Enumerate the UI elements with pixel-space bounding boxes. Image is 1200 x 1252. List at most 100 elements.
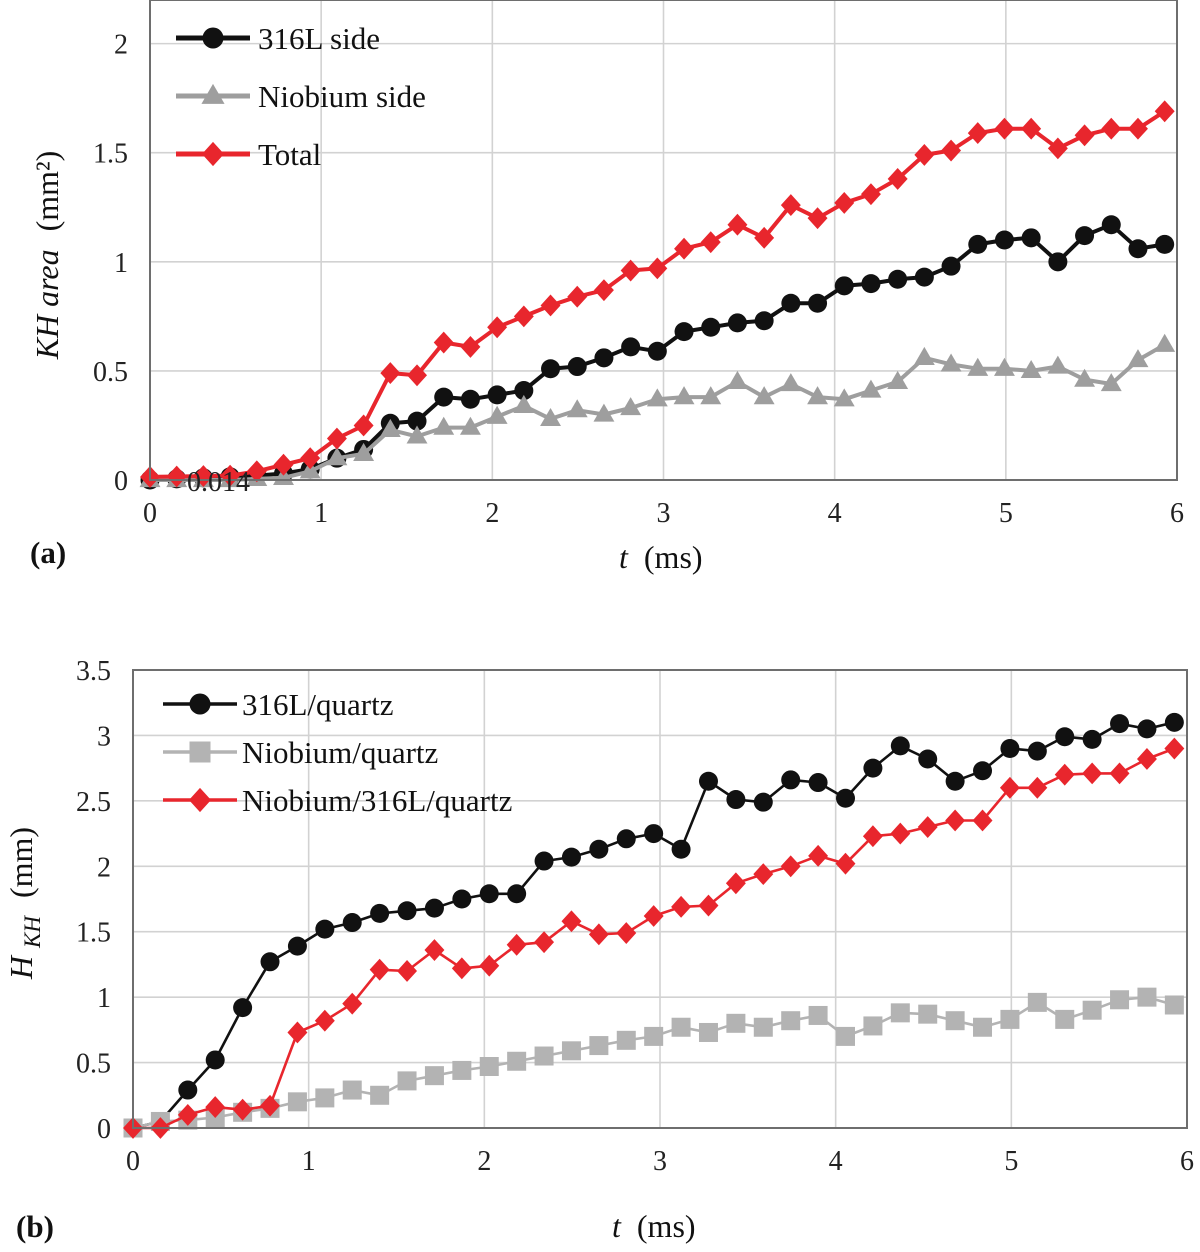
panel-b-x-ticks: 0 1 2 3 4 5 6 [126, 1146, 1194, 1177]
panel-b-series-316l-quartz [123, 712, 1184, 1138]
panel-a-y-tick-label: 2 [114, 30, 128, 61]
panel-a-niobium-side-point [1127, 349, 1149, 368]
panel-b-316l-quartz-point [507, 884, 527, 904]
panel-a-total-point [1021, 117, 1042, 140]
panel-a-niobium-side-point [726, 370, 748, 389]
panel-a-niobium-side-point [459, 416, 481, 435]
panel-a-total-point [620, 259, 641, 282]
panel-b-316l-quartz-point [589, 839, 609, 859]
panel-a-niobium-side-point [299, 460, 321, 479]
panel-b-y-tick-label: 0.5 [76, 1049, 111, 1080]
panel-b-niobium-316l-quartz-point [753, 863, 774, 886]
panel-a-316l-side-point [888, 269, 908, 289]
panel-a-niobium-side-point [620, 397, 642, 416]
panel-b-316l-quartz-point [1137, 719, 1157, 739]
panel-a-316l-side-point [968, 234, 988, 254]
panel-b-316l-quartz-point [452, 889, 472, 909]
panel-a-316l-side-point [914, 267, 934, 287]
panel-b-niobium-quartz-point [507, 1051, 527, 1071]
panel-b-niobium-316l-quartz-point [314, 1009, 335, 1032]
panel-b-legend-item-316l-quartz: 316L/quartz [163, 687, 394, 722]
panel-b-niobium-quartz-point [534, 1046, 554, 1066]
panel-a-series-316l-side [140, 215, 1175, 490]
panel-b-niobium-quartz-point [589, 1036, 609, 1056]
panel-b-niobium-quartz-point [342, 1080, 362, 1100]
panel-b-niobium-quartz-point [808, 1005, 828, 1025]
panel-a-niobium-side-point [1074, 368, 1096, 387]
panel-b-niobium-316l-quartz-point [698, 894, 719, 917]
panel-b-niobium-316l-quartz-point [862, 825, 883, 848]
panel-a-316l-side-point [621, 337, 641, 357]
panel-b-y-axis-title: H KH (mm) [3, 827, 47, 980]
panel-a-niobium-side-point [967, 357, 989, 376]
panel-a-niobium-side-point [646, 388, 668, 407]
panel-b-niobium-316l-quartz-point [808, 844, 829, 867]
panel-a-316l-side-point [1128, 239, 1148, 259]
panel-a-y-axis-label: KH area [29, 249, 65, 360]
panel-a-x-tick-label: 4 [828, 498, 842, 529]
panel-b-niobium-quartz-point [836, 1026, 856, 1046]
panel-a-niobium-side-point [353, 442, 375, 461]
panel-b-niobium-quartz-point [452, 1060, 472, 1080]
panel-a-niobium-side-point [1154, 333, 1176, 352]
panel-b-niobium-316l-quartz-point [260, 1094, 280, 1117]
panel-b-y-axis-symbol: H [3, 954, 39, 980]
panel-a-annotation: 0.014 [187, 467, 250, 498]
panel-a-316l-side-point [994, 230, 1014, 250]
panel-b-niobium-316l-quartz-point [945, 809, 966, 832]
panel-a-y-axis-unit: (mm²) [29, 151, 65, 232]
panel-b-316l-quartz-point [233, 998, 253, 1018]
panel-a-total-point [647, 257, 668, 280]
panel-a-y-tick-label: 0.5 [93, 357, 128, 388]
panel-b-niobium-quartz-point [945, 1011, 965, 1031]
panel-b-niobium-quartz-point [890, 1003, 910, 1023]
panel-b-316l-quartz-point [918, 749, 938, 769]
panel-b-316l-quartz-point [561, 847, 581, 867]
panel-b-niobium-316l-quartz-point [561, 910, 582, 933]
panel-a-total-point [407, 364, 427, 387]
panel-b-x-tick-label: 5 [1004, 1146, 1018, 1177]
panel-a-niobium-side-point [753, 386, 775, 405]
panel-a-total-point [513, 305, 534, 328]
panel-a-total-point [460, 335, 481, 358]
panel-b-niobium-316l-quartz-point [616, 922, 637, 944]
panel-a-niobium-side-point [1020, 359, 1042, 379]
panel-a-niobium-side-point [406, 425, 428, 444]
panel-a-legend-label-total: Total [258, 137, 321, 172]
panel-b-316l-quartz-point [1000, 739, 1020, 759]
panel-b-niobium-316l-quartz-point [1054, 763, 1075, 786]
panel-b-niobium-316l-quartz-point [1109, 762, 1130, 785]
panel-b-316l-quartz-point [671, 839, 691, 859]
panel-a-niobium-side-point [566, 399, 588, 418]
panel-b-316l-quartz-point [205, 1050, 225, 1070]
panel-a-316l-side-point [674, 322, 694, 342]
panel-a-total-point [273, 453, 294, 476]
panel-a-y-axis-title: KH area (mm²) [29, 151, 65, 361]
panel-b-x-tick-label: 3 [653, 1146, 667, 1177]
panel-b-niobium-316l-quartz-point [588, 923, 609, 946]
panel-a-niobium-side-point [860, 379, 882, 398]
panel-a-total-point [193, 465, 214, 487]
panel-b-316l-quartz-point [644, 824, 664, 844]
panel-b-y-tick-label: 2 [97, 852, 111, 883]
panel-a-y-ticks: 0 0.5 1 1.5 2 [93, 30, 128, 497]
panel-b-316l-quartz-point [726, 790, 746, 810]
panel-b-niobium-quartz-point [424, 1066, 444, 1086]
panel-a-legend-item-316l-side: 316L side [176, 21, 380, 56]
panel-b-x-axis-symbol: t [612, 1208, 622, 1244]
panel-a-total-point [914, 143, 935, 166]
panel-b-y-tick-label: 0 [97, 1114, 111, 1145]
panel-b-niobium-quartz-point [1082, 1000, 1102, 1020]
panel-b-x-tick-label: 1 [302, 1146, 316, 1177]
panel-a-316l-side-point [834, 276, 854, 296]
panel-a-x-axis-unit: (ms) [644, 539, 703, 575]
panel-a-legend-marker-niobium-side [201, 83, 225, 104]
panel-b-niobium-316l-quartz-point [671, 895, 692, 918]
panel-b-plot-frame [132, 669, 1188, 1129]
panel-b-niobium-quartz-point [1000, 1009, 1020, 1029]
panel-a-niobium-side-point [1047, 355, 1069, 374]
panel-b-niobium-316l-quartz-point [890, 822, 911, 845]
panel-a-316l-side-point [808, 293, 828, 313]
panel-b-niobium-316l-quartz-point [835, 852, 856, 875]
